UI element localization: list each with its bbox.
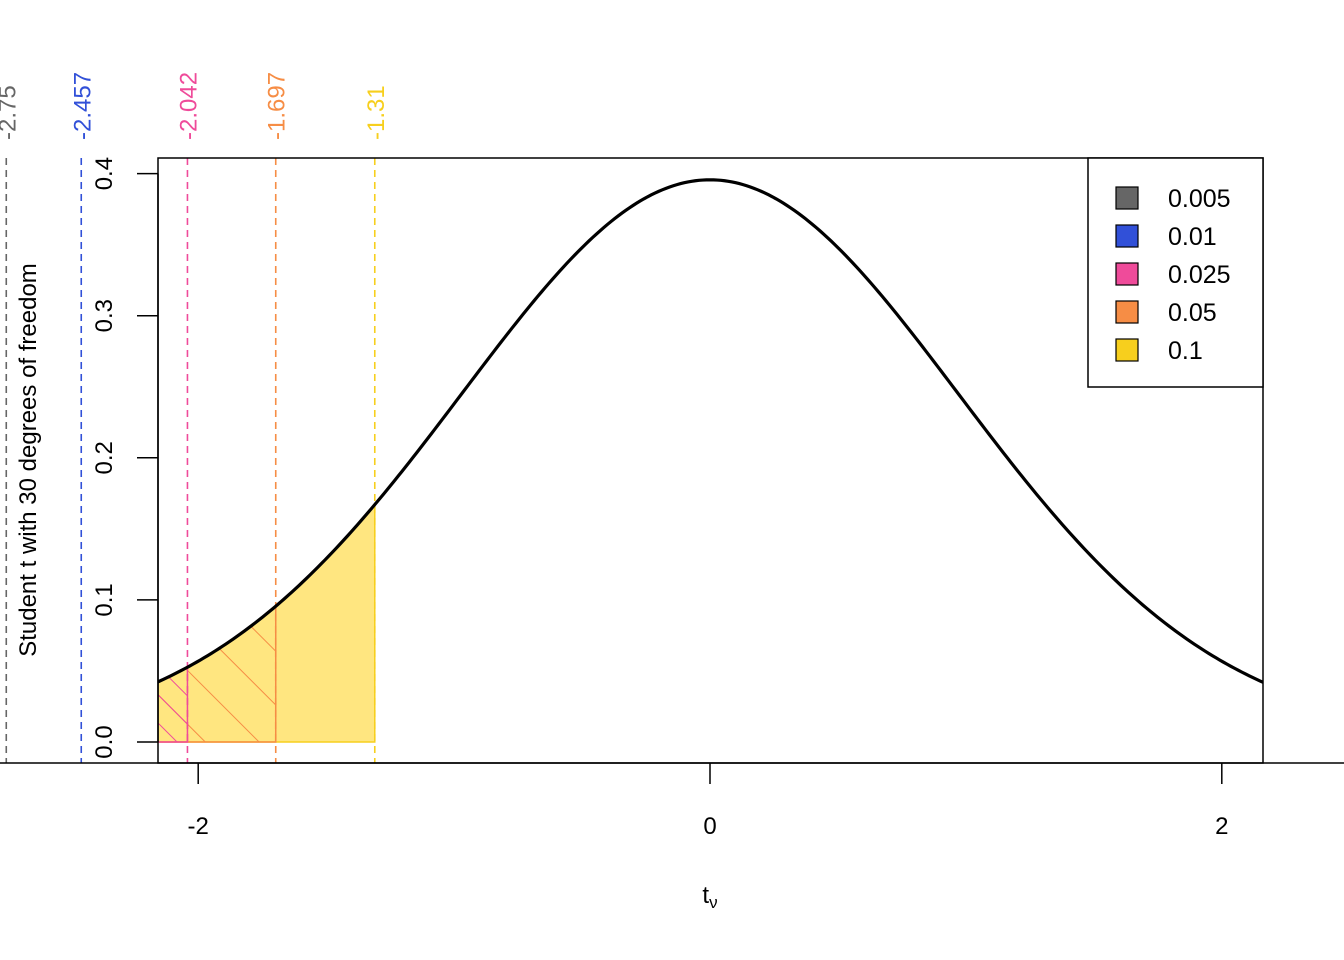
y-tick-label: 0.2 [91,441,118,474]
y-tick-label: 0.0 [91,725,118,758]
legend-swatch [1115,338,1139,362]
y-axis-title: Student t with 30 degrees of freedom [15,263,42,657]
y-tick-label: 0.1 [91,583,118,616]
tail-area-0.025 [158,665,189,743]
x-axis-title: tν [702,882,717,912]
critical-value-label: -2.457 [69,72,96,140]
legend-label: 0.01 [1168,223,1217,251]
legend: 0.005 0.01 0.025 0.05 0.1 [1087,157,1264,388]
critical-value-lines [5,158,376,763]
tail-area-0.01 [0,709,81,742]
x-tick-label: -2 [188,813,209,840]
critical-value-labels: -2.75 -2.457 -2.042 -1.697 -1.31 [0,72,390,140]
legend-label: 0.05 [1168,299,1217,327]
legend-swatch [1115,300,1139,324]
legend-label: 0.1 [1168,337,1203,365]
x-tick-label: 2 [1215,813,1228,840]
tail-area-0.005 [0,725,6,742]
x-tick-label: 0 [703,813,716,840]
critical-value-label: -1.697 [264,72,291,140]
y-tick-label: 0.3 [91,299,118,332]
critical-value-label: -1.31 [363,85,390,140]
legend-swatch [1115,224,1139,248]
legend-swatch [1115,262,1139,286]
density-curve [158,178,1263,685]
legend-swatch [1115,186,1139,210]
y-axis: 0.0 0.1 0.2 0.3 0.4 [91,157,159,759]
critical-value-label: -2.75 [0,85,21,140]
y-tick-label: 0.4 [91,157,118,190]
critical-value-label: -2.042 [175,72,202,140]
legend-label: 0.005 [1168,185,1231,213]
x-axis: -4-2024 [0,762,1344,840]
legend-label: 0.025 [1168,261,1231,289]
density-curve-group [158,178,1263,685]
tail-areas [0,502,376,743]
